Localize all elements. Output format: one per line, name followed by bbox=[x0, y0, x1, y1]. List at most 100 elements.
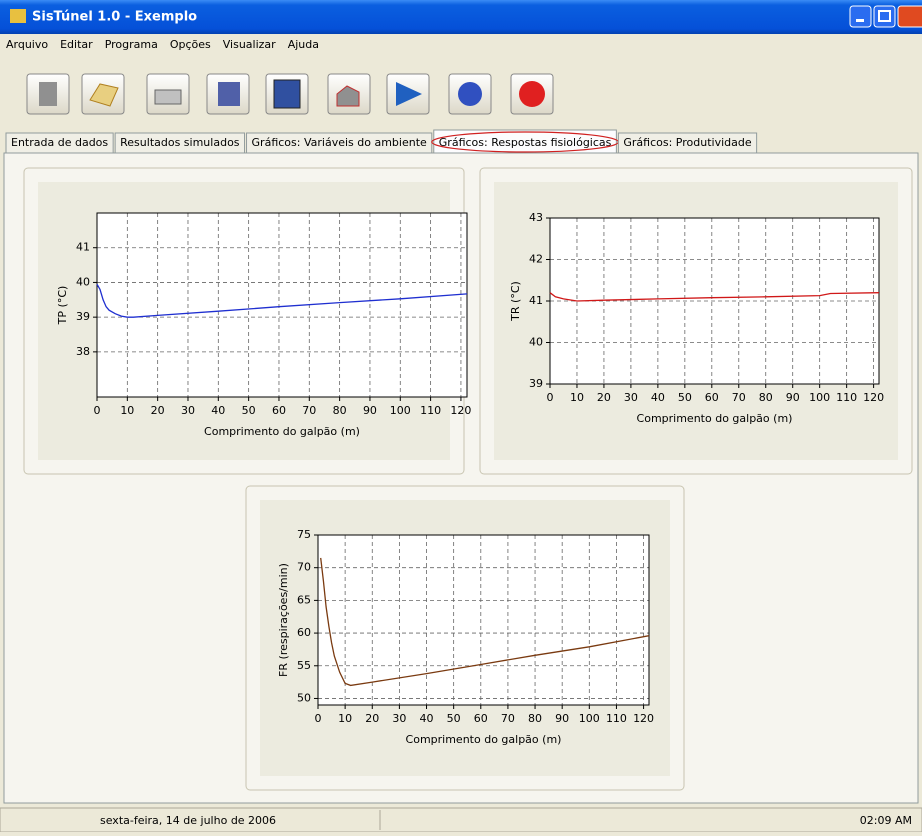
x-tick-label: 70 bbox=[501, 712, 515, 725]
menu-bar bbox=[0, 34, 922, 54]
y-tick-label: 40 bbox=[529, 336, 543, 349]
y-tick-label: 39 bbox=[76, 310, 90, 323]
x-tick-label: 110 bbox=[836, 391, 857, 404]
menu-item[interactable]: Programa bbox=[105, 38, 158, 51]
x-tick-label: 120 bbox=[863, 391, 884, 404]
x-tick-label: 10 bbox=[120, 404, 134, 417]
help-icon bbox=[458, 82, 482, 106]
tab[interactable] bbox=[617, 132, 758, 154]
close-button[interactable] bbox=[897, 5, 922, 28]
maximize-icon bbox=[878, 10, 891, 22]
status-date: sexta-feira, 14 de julho de 2006 bbox=[100, 814, 276, 827]
y-tick-label: 55 bbox=[297, 659, 311, 672]
x-tick-label: 40 bbox=[211, 404, 225, 417]
x-tick-label: 90 bbox=[555, 712, 569, 725]
x-axis-label: Comprimento do galpão (m) bbox=[637, 412, 793, 425]
x-tick-label: 30 bbox=[624, 391, 638, 404]
x-tick-label: 50 bbox=[447, 712, 461, 725]
data-line bbox=[96, 283, 468, 318]
x-tick-label: 30 bbox=[392, 712, 406, 725]
y-tick-label: 41 bbox=[529, 294, 543, 307]
minimize-icon bbox=[856, 19, 864, 22]
x-tick-label: 90 bbox=[786, 391, 800, 404]
x-tick-label: 80 bbox=[528, 712, 542, 725]
new-icon bbox=[39, 82, 57, 106]
x-tick-label: 110 bbox=[420, 404, 441, 417]
menu-item[interactable]: Opções bbox=[170, 38, 211, 51]
tab-label: Entrada de dados bbox=[11, 136, 108, 149]
x-tick-label: 0 bbox=[315, 712, 322, 725]
y-axis-label: TR (°C) bbox=[509, 281, 522, 322]
y-tick-label: 40 bbox=[76, 275, 90, 288]
y-tick-label: 50 bbox=[297, 691, 311, 704]
x-tick-label: 50 bbox=[678, 391, 692, 404]
tab[interactable] bbox=[114, 132, 246, 154]
x-tick-label: 0 bbox=[547, 391, 554, 404]
copy-icon bbox=[273, 79, 301, 109]
chart-icon bbox=[336, 85, 360, 107]
x-tick-label: 20 bbox=[365, 712, 379, 725]
x-axis-label: Comprimento do galpão (m) bbox=[406, 733, 562, 746]
x-tick-label: 60 bbox=[474, 712, 488, 725]
tab-label: Gráficos: Respostas fisiológicas bbox=[439, 136, 612, 149]
x-tick-label: 80 bbox=[759, 391, 773, 404]
x-tick-label: 10 bbox=[338, 712, 352, 725]
tab-label: Resultados simulados bbox=[120, 136, 240, 149]
x-tick-label: 10 bbox=[570, 391, 584, 404]
tab-label: Gráficos: Variáveis do ambiente bbox=[252, 136, 427, 149]
x-tick-label: 20 bbox=[151, 404, 165, 417]
menu-item[interactable]: Editar bbox=[60, 38, 93, 51]
x-tick-label: 70 bbox=[732, 391, 746, 404]
x-tick-label: 30 bbox=[181, 404, 195, 417]
y-tick-label: 75 bbox=[297, 528, 311, 541]
y-axis-label: FR (respirações/min) bbox=[277, 563, 290, 677]
y-tick-label: 38 bbox=[76, 345, 90, 358]
x-tick-label: 100 bbox=[579, 712, 600, 725]
x-tick-label: 100 bbox=[390, 404, 411, 417]
menu-item[interactable]: Arquivo bbox=[6, 38, 48, 51]
minimize-button[interactable] bbox=[849, 5, 872, 28]
x-tick-label: 70 bbox=[302, 404, 316, 417]
x-tick-label: 110 bbox=[606, 712, 627, 725]
exit-icon bbox=[519, 81, 545, 107]
open-icon bbox=[89, 83, 119, 107]
x-tick-label: 40 bbox=[651, 391, 665, 404]
x-tick-label: 40 bbox=[420, 712, 434, 725]
print-icon bbox=[154, 89, 182, 105]
menu-item[interactable]: Ajuda bbox=[288, 38, 319, 51]
plot-frame bbox=[549, 217, 880, 385]
x-tick-label: 120 bbox=[450, 404, 471, 417]
y-tick-label: 42 bbox=[529, 253, 543, 266]
x-tick-label: 20 bbox=[597, 391, 611, 404]
x-axis-label: Comprimento do galpão (m) bbox=[204, 425, 360, 438]
data-line bbox=[549, 292, 880, 302]
x-tick-label: 50 bbox=[242, 404, 256, 417]
menu-item[interactable]: Visualizar bbox=[223, 38, 276, 51]
toolbar-buttons bbox=[26, 73, 554, 115]
tab[interactable] bbox=[5, 132, 114, 154]
save-icon bbox=[218, 82, 240, 106]
x-tick-label: 60 bbox=[272, 404, 286, 417]
y-tick-label: 39 bbox=[529, 377, 543, 390]
tab[interactable] bbox=[433, 129, 617, 154]
title-bar bbox=[0, 0, 922, 34]
plot-area bbox=[318, 535, 649, 705]
status-time: 02:09 AM bbox=[860, 814, 912, 827]
maximize-button[interactable] bbox=[873, 5, 896, 28]
y-tick-label: 43 bbox=[529, 211, 543, 224]
plot-frame bbox=[96, 212, 468, 398]
x-tick-label: 0 bbox=[94, 404, 101, 417]
y-tick-label: 41 bbox=[76, 241, 90, 254]
x-tick-label: 120 bbox=[633, 712, 654, 725]
tab-label: Gráficos: Produtividade bbox=[623, 136, 751, 149]
x-tick-label: 80 bbox=[333, 404, 347, 417]
run-icon bbox=[396, 82, 422, 106]
plot-frame bbox=[317, 534, 650, 706]
y-tick-label: 60 bbox=[297, 626, 311, 639]
app-icon bbox=[10, 9, 26, 23]
y-axis-label: TP (°C) bbox=[56, 286, 69, 326]
data-line bbox=[320, 557, 650, 687]
x-tick-label: 90 bbox=[363, 404, 377, 417]
y-tick-label: 70 bbox=[297, 561, 311, 574]
